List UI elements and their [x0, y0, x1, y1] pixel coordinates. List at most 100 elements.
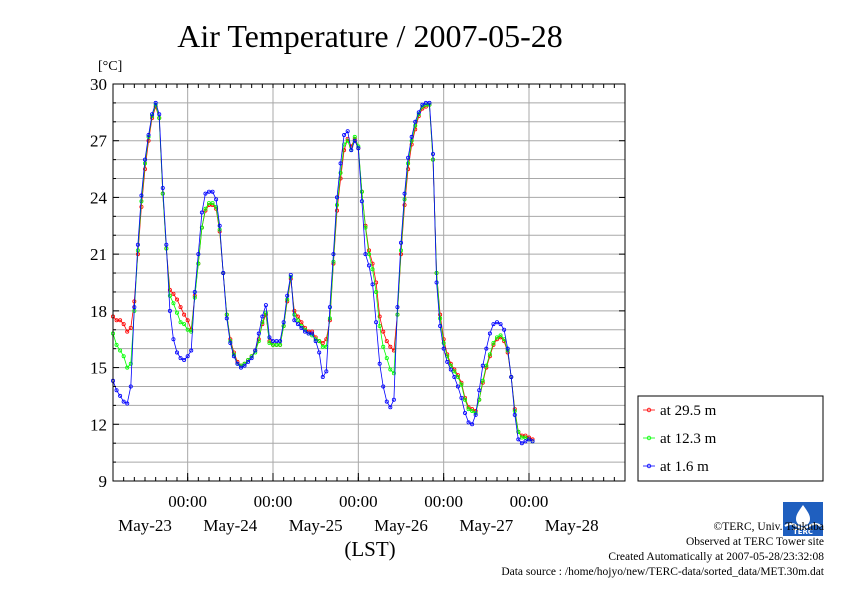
data-point: [327, 305, 332, 310]
data-point: [125, 329, 130, 334]
data-point: [420, 102, 425, 107]
data-point: [406, 167, 411, 172]
copyright-text: ©TERC, Univ. Tsukuba: [713, 521, 824, 533]
data-point: [395, 305, 400, 310]
x-date-label: May-24: [203, 516, 257, 535]
data-point: [413, 119, 418, 124]
data-point: [121, 399, 126, 404]
data-point: [160, 185, 165, 190]
data-point: [523, 435, 528, 440]
axes: 9 12 15 18 21 24 27 30 00:00 00:00 00:00 00:00 00:00…: [90, 75, 625, 535]
y-tick-label: 27: [90, 132, 108, 151]
data-point: [263, 303, 268, 308]
data-point: [288, 272, 293, 277]
x-time-label: 00:00: [168, 492, 207, 511]
legend-items: at 29.5 m at 12.3 m at 1.6 m: [643, 403, 717, 475]
data-point: [388, 344, 393, 349]
data-point: [441, 340, 446, 345]
data-point: [128, 361, 133, 366]
data-point: [480, 363, 485, 368]
data-point: [121, 354, 126, 359]
logo-text: TERC: [793, 528, 813, 536]
data-point: [409, 134, 414, 139]
data-point: [342, 142, 347, 147]
data-point: [359, 189, 364, 194]
data-point: [470, 422, 475, 427]
data-point: [118, 318, 123, 323]
data-point: [445, 359, 450, 364]
data-point: [310, 331, 315, 336]
data-point: [178, 320, 183, 325]
data-point: [374, 320, 379, 325]
data-point: [448, 367, 453, 372]
data-point: [473, 412, 478, 417]
data-point: [377, 314, 382, 319]
data-point: [502, 327, 507, 332]
data-point: [470, 409, 475, 414]
data-point: [189, 348, 194, 353]
y-tick-label: 18: [90, 302, 107, 321]
data-point: [527, 437, 532, 442]
series-line: [112, 104, 533, 440]
data-point: [178, 305, 183, 310]
data-point: [182, 312, 187, 317]
data-point: [238, 365, 243, 370]
data-point: [452, 375, 457, 380]
data-point: [519, 441, 524, 446]
data-point: [210, 189, 215, 194]
legend-marker: [646, 435, 652, 441]
data-point: [406, 155, 411, 160]
data-point: [285, 293, 290, 298]
data-point: [199, 210, 204, 215]
chart-title: Air Temperature / 2007-05-28: [177, 18, 563, 54]
data-point: [167, 308, 172, 313]
data-point: [263, 310, 268, 315]
data-point: [185, 327, 190, 332]
data-point: [352, 138, 357, 143]
data-point: [299, 320, 304, 325]
data-point: [157, 112, 162, 117]
y-tick-label: 30: [90, 75, 107, 94]
data-point: [114, 388, 119, 393]
data-point: [427, 100, 432, 105]
data-point: [491, 322, 496, 327]
data-point: [327, 316, 332, 321]
data-point: [356, 146, 361, 151]
data-point: [462, 410, 467, 415]
data-point: [498, 322, 503, 327]
data-point: [498, 333, 503, 338]
data-point: [182, 358, 187, 363]
data-point: [494, 320, 499, 325]
data-point: [118, 348, 123, 353]
data-point: [278, 342, 283, 347]
data-point: [174, 350, 179, 355]
legend-label: at 29.5 m: [660, 403, 717, 419]
data-point: [214, 197, 219, 202]
data-point: [406, 161, 411, 166]
data-point: [374, 289, 379, 294]
data-point: [366, 263, 371, 268]
data-point: [352, 134, 357, 139]
x-date-label: May-27: [459, 516, 513, 535]
data-point: [391, 371, 396, 376]
data-source-text: Data source : /home/hojyo/new/TERC-data/…: [501, 566, 824, 578]
data-point: [523, 439, 528, 444]
data-point: [256, 331, 261, 336]
data-point: [146, 133, 151, 138]
data-point: [459, 382, 464, 387]
data-point: [494, 335, 499, 340]
data-point: [118, 393, 123, 398]
data-point: [452, 369, 457, 374]
data-point: [477, 388, 482, 393]
x-time-label: 00:00: [254, 492, 293, 511]
data-point: [196, 252, 201, 257]
data-point: [281, 320, 286, 325]
data-point: [388, 405, 393, 410]
data-point: [174, 297, 179, 302]
data-point: [459, 395, 464, 400]
data-point: [278, 339, 283, 344]
data-point: [384, 399, 389, 404]
data-point: [242, 363, 247, 368]
data-point: [516, 429, 521, 434]
